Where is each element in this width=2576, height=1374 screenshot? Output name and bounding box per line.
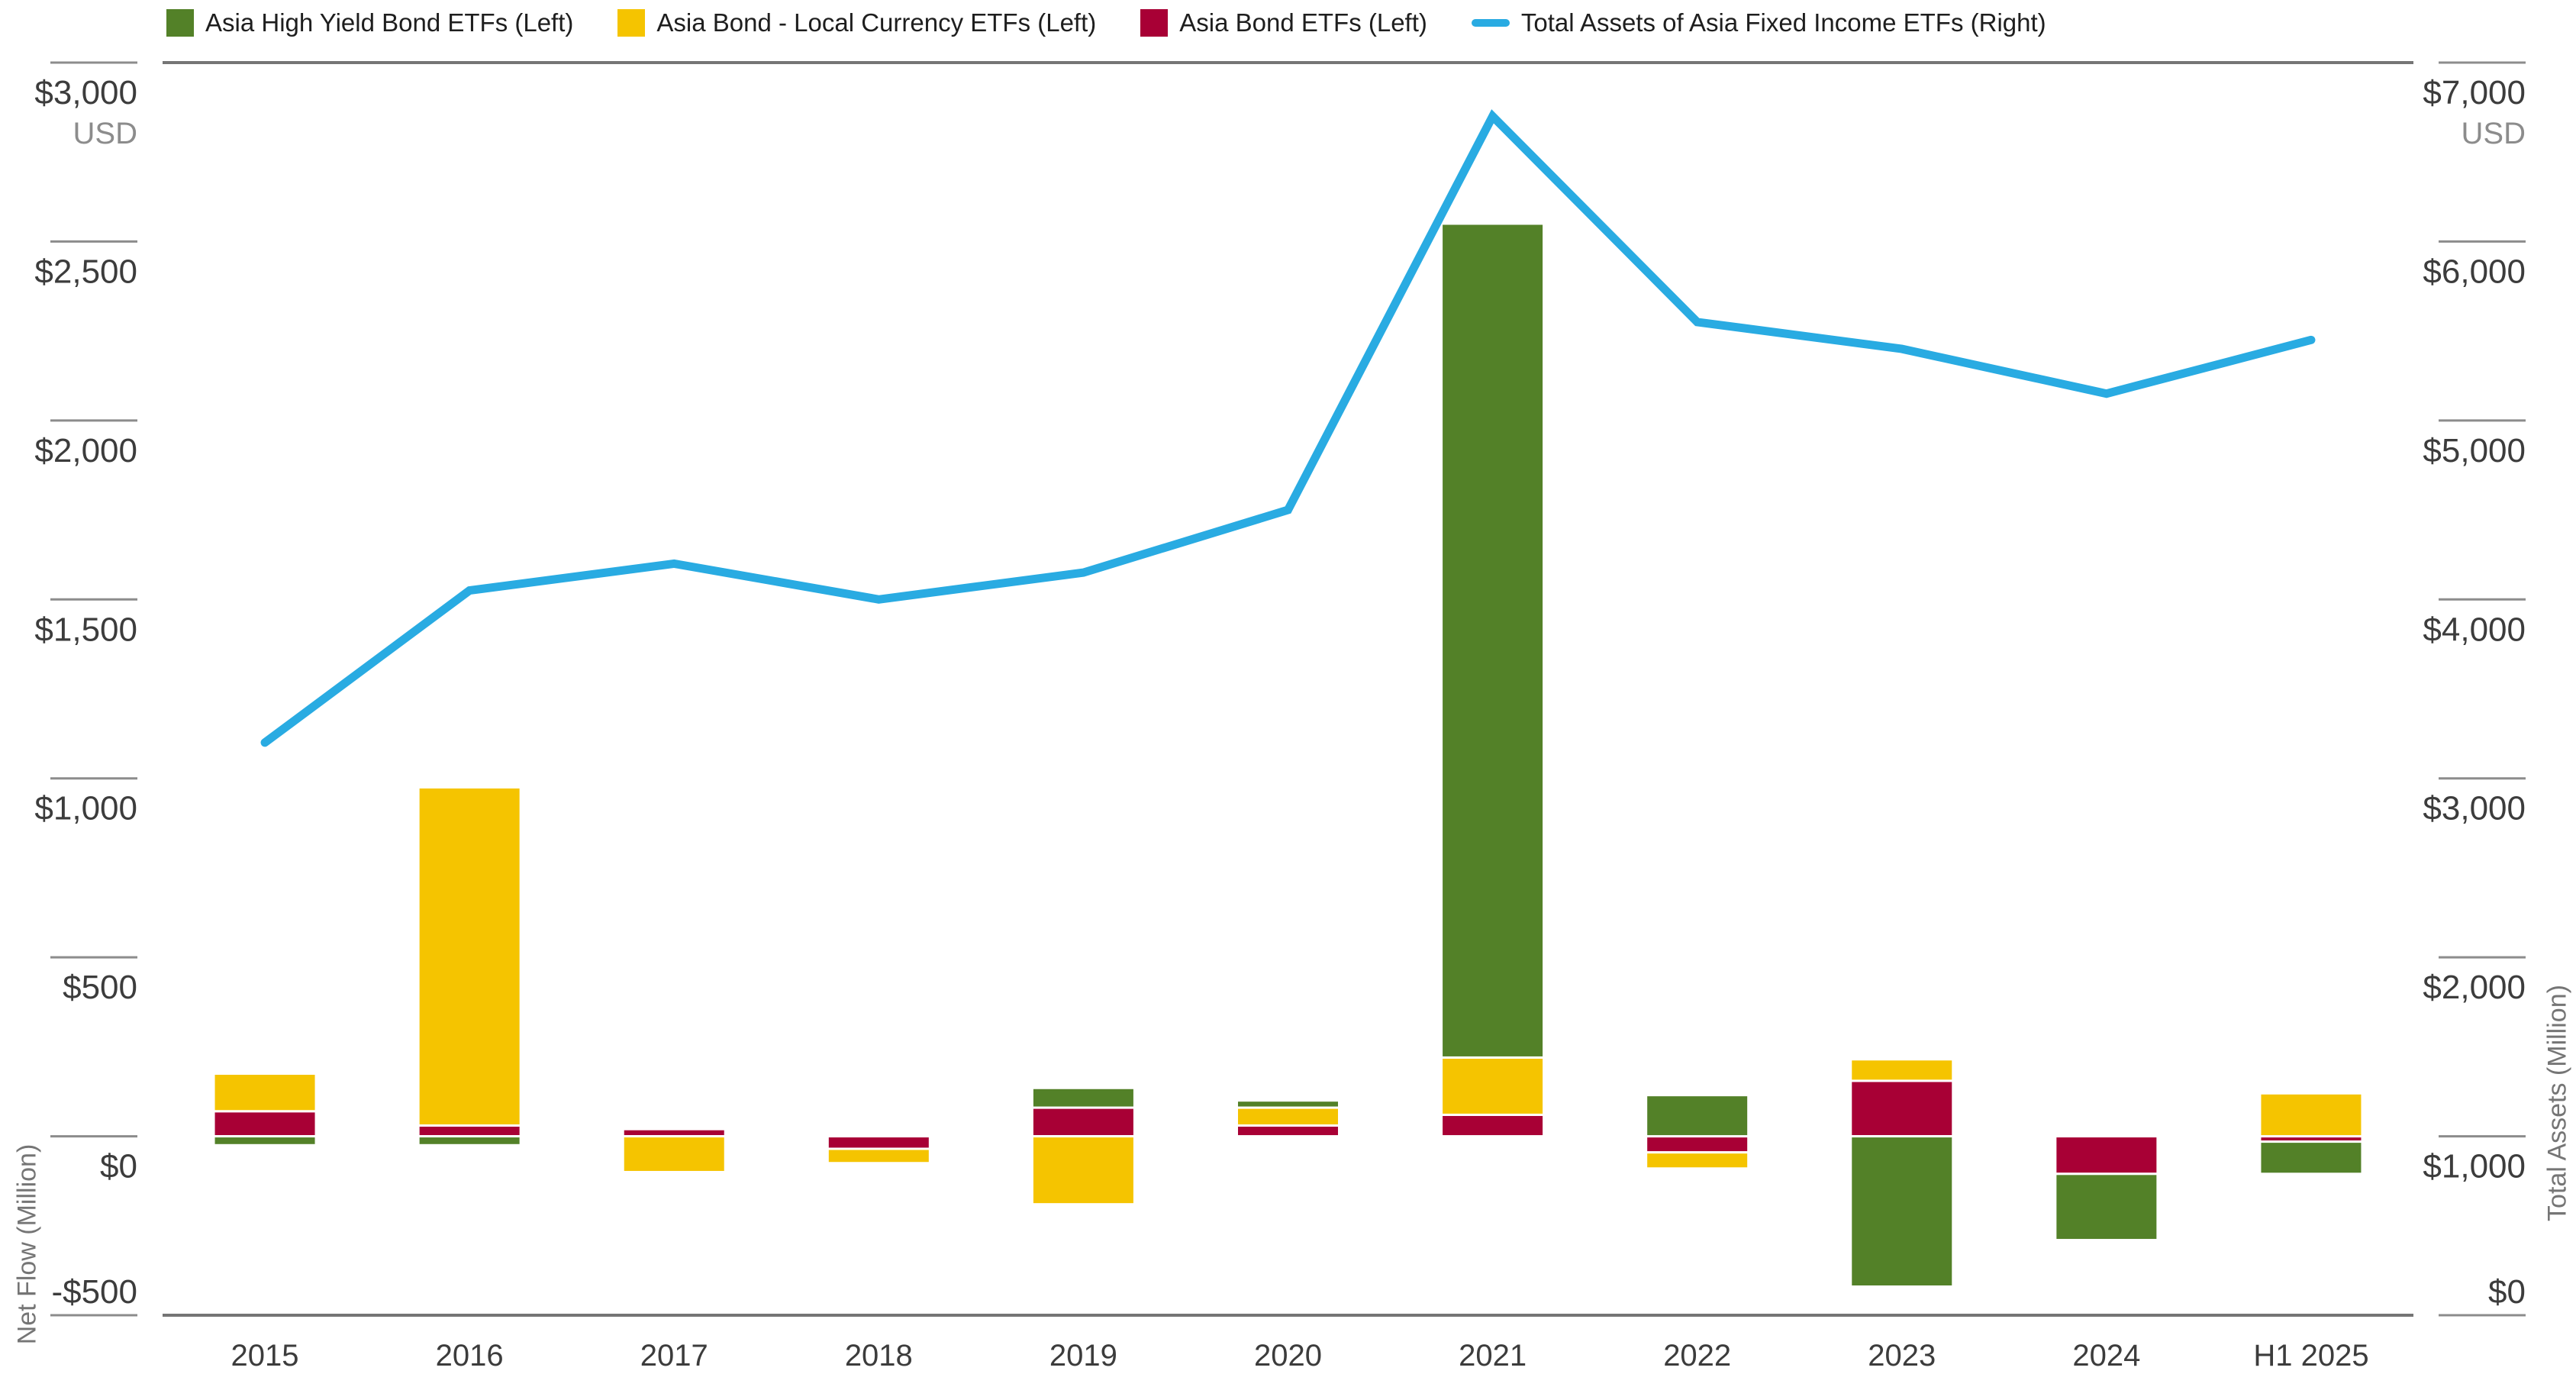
- x-axis-label: 2018: [845, 1339, 913, 1372]
- bar-segment-2016: [417, 1135, 522, 1147]
- bar-segment-2016: [417, 785, 522, 1127]
- left-axis-tick-label: $2,500: [34, 253, 137, 290]
- bar-segment-2015: [212, 1072, 318, 1113]
- legend-item-asia-bond-local-currency: Asia Bond - Local Currency ETFs (Left): [617, 8, 1096, 37]
- bar-segment-2015: [212, 1135, 318, 1147]
- right-axis-tick-label: $1,000: [2423, 1148, 2526, 1185]
- right-axis-tick-label: $0: [2488, 1273, 2526, 1311]
- legend-item-asia-bond: Asia Bond ETFs (Left): [1140, 8, 1427, 37]
- bar-segment-2023: [1849, 1079, 1955, 1138]
- right-axis-tick-label: $4,000: [2423, 611, 2526, 648]
- legend-label: Asia High Yield Bond ETFs (Left): [205, 8, 574, 37]
- left-axis-currency-label: USD: [73, 117, 137, 150]
- legend-label: Asia Bond ETFs (Left): [1179, 8, 1427, 37]
- right-axis-tick-label: $7,000: [2423, 74, 2526, 111]
- x-axis-label: 2019: [1049, 1339, 1117, 1372]
- bar-segment-2019: [1030, 1135, 1136, 1206]
- right-axis-title: Total Assets (Million): [2542, 985, 2572, 1221]
- bar-segment-2024: [2054, 1172, 2159, 1242]
- bar-segment-2022: [1645, 1094, 1750, 1138]
- bar-segment-2018: [826, 1135, 931, 1150]
- bar-segment-2024: [2054, 1135, 2159, 1176]
- bar-segment-2021: [1440, 1056, 1546, 1116]
- chart-legend: Asia High Yield Bond ETFs (Left) Asia Bo…: [166, 5, 2046, 41]
- legend-item-total-assets-line: Total Assets of Asia Fixed Income ETFs (…: [1471, 8, 2046, 37]
- legend-label: Total Assets of Asia Fixed Income ETFs (…: [1520, 8, 2046, 37]
- bar-segment-2022: [1645, 1135, 1750, 1154]
- legend-item-asia-high-yield: Asia High Yield Bond ETFs (Left): [166, 8, 573, 37]
- blue-line-swatch-icon: [1471, 19, 1510, 27]
- bar-segment-2018: [826, 1147, 931, 1165]
- legend-label: Asia Bond - Local Currency ETFs (Left): [656, 8, 1097, 37]
- bar-segment-2016: [417, 1124, 522, 1138]
- bar-segment-2015: [212, 1110, 318, 1138]
- bar-segment-2021: [1440, 1113, 1546, 1138]
- right-axis-tick-label: $2,000: [2423, 969, 2526, 1006]
- x-axis-label: 2015: [231, 1339, 299, 1372]
- bar-segment-2020: [1236, 1099, 1340, 1109]
- left-axis-tick-label: $1,500: [34, 611, 137, 648]
- x-axis-label: 2023: [1868, 1339, 1936, 1372]
- x-axis-label: 2022: [1663, 1339, 1731, 1372]
- x-axis-label: 2021: [1459, 1339, 1527, 1372]
- bar-segment-2017: [621, 1135, 727, 1173]
- left-axis-tick-label: -$500: [51, 1273, 137, 1311]
- x-axis-label: 2016: [436, 1339, 504, 1372]
- bar-segment-2023: [1849, 1058, 1955, 1082]
- left-axis-tick-label: $3,000: [34, 74, 137, 111]
- left-axis-tick-label: $2,000: [34, 432, 137, 469]
- red-swatch-icon: [1140, 9, 1169, 37]
- left-axis-title: Net Flow (Million): [12, 1143, 42, 1345]
- yellow-swatch-icon: [617, 9, 646, 37]
- bar-segment-2020: [1236, 1124, 1340, 1138]
- x-axis-label: 2020: [1254, 1339, 1322, 1372]
- right-axis-tick-label: $6,000: [2423, 253, 2526, 290]
- bar-segment-2019: [1030, 1106, 1136, 1138]
- bar-segment-H1-2025: [2258, 1092, 2364, 1138]
- x-axis-label: H1 2025: [2253, 1339, 2368, 1372]
- left-axis-tick-label: $1,000: [34, 790, 137, 827]
- bar-segment-2022: [1645, 1151, 1750, 1170]
- right-axis-tick-label: $3,000: [2423, 790, 2526, 827]
- green-swatch-icon: [166, 9, 194, 37]
- x-axis-label: 2024: [2072, 1339, 2140, 1372]
- right-axis-currency-label: USD: [2462, 117, 2526, 150]
- total-assets-line: [260, 109, 2316, 747]
- bar-segment-2023: [1849, 1135, 1955, 1288]
- x-axis-label: 2017: [640, 1339, 708, 1372]
- bar-segment-2019: [1030, 1086, 1136, 1109]
- left-axis-tick-label: $0: [100, 1148, 137, 1185]
- right-axis-tick-label: $5,000: [2423, 432, 2526, 469]
- bar-segment-2020: [1236, 1106, 1340, 1127]
- bar-segment-H1-2025: [2258, 1140, 2364, 1176]
- bar-segment-2021: [1440, 222, 1546, 1059]
- left-axis-tick-label: $500: [63, 969, 137, 1006]
